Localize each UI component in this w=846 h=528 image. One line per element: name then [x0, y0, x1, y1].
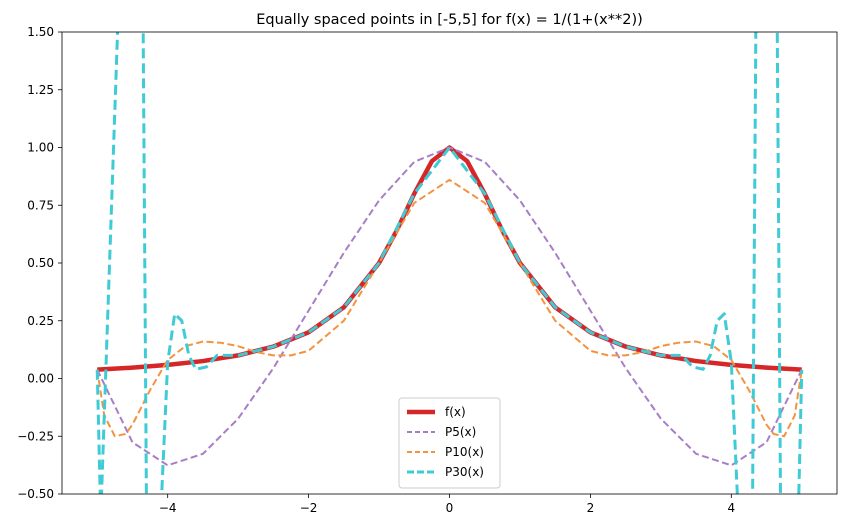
- legend-box: [398, 397, 501, 489]
- x-tick-label: 0: [446, 501, 454, 515]
- y-tick-label: 0.25: [27, 314, 54, 328]
- legend-label-0: f(x): [445, 405, 466, 419]
- y-tick-label: 0.75: [27, 198, 54, 212]
- x-tick-label: 4: [727, 501, 735, 515]
- y-tick-label: 1.25: [27, 83, 54, 97]
- chart-title: Equally spaced points in [-5,5] for f(x)…: [256, 12, 643, 28]
- series-line-1: [96, 146, 803, 467]
- y-tick-label: 0.00: [27, 372, 54, 386]
- legend-label-3: P30(x): [445, 465, 484, 479]
- y-tick-label: 1.00: [27, 141, 54, 155]
- series-layer: [95, 32, 804, 494]
- legend-label-1: P5(x): [445, 425, 476, 439]
- y-tick-label: 1.50: [27, 25, 54, 39]
- x-axis: −4 −2 0 2 4: [159, 494, 735, 515]
- y-axis: −0.50 −0.25 0.00 0.25 0.50 0.75 1.00 1.25 1.50: [17, 25, 62, 501]
- legend: f(x) P5(x) P10(x) P30(x): [398, 397, 501, 489]
- x-tick-label: 2: [587, 501, 595, 515]
- legend-label-2: P10(x): [445, 445, 484, 459]
- series-line-3: [95, 32, 804, 494]
- y-tick-label: 0.50: [27, 256, 54, 270]
- series-line-2: [96, 178, 803, 438]
- y-tick-label: −0.25: [17, 429, 54, 443]
- x-tick-label: −4: [159, 501, 177, 515]
- y-tick-label: −0.50: [17, 487, 54, 501]
- x-tick-label: −2: [300, 501, 318, 515]
